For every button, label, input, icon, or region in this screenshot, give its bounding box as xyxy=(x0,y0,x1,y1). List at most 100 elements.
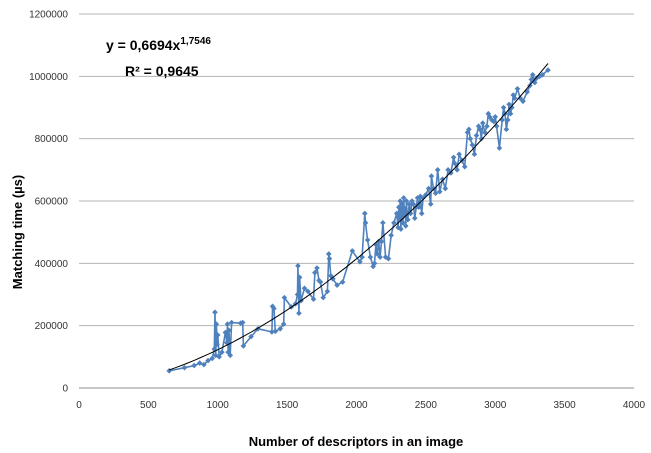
data-point xyxy=(393,210,400,217)
data-point xyxy=(445,167,451,173)
data-point xyxy=(212,309,218,316)
data-point xyxy=(484,123,490,129)
trendline xyxy=(169,63,549,371)
data-point xyxy=(418,210,425,217)
data-point xyxy=(477,126,483,133)
data-point xyxy=(539,71,546,78)
data-point xyxy=(317,279,324,285)
data-point xyxy=(511,95,518,101)
data-point xyxy=(330,276,336,282)
data-point xyxy=(222,329,229,336)
data-point xyxy=(504,117,511,123)
data-point xyxy=(406,201,413,207)
data-point xyxy=(214,332,221,338)
x-tick-label: 3500 xyxy=(554,400,577,411)
data-point xyxy=(225,349,231,355)
trendline-exponent: 1,7546 xyxy=(180,36,211,47)
data-point xyxy=(528,76,535,83)
data-point xyxy=(507,110,514,117)
x-tick-label: 3000 xyxy=(484,400,507,411)
data-point xyxy=(430,185,437,192)
x-tick-label: 2000 xyxy=(345,400,368,411)
x-tick-label: 2500 xyxy=(415,400,438,411)
data-point xyxy=(277,325,283,332)
data-point xyxy=(357,258,363,265)
data-point xyxy=(454,167,460,173)
data-point xyxy=(396,204,402,211)
data-point xyxy=(398,226,404,232)
y-tick-labels: 0 200000 400000 600000 800000 1000000 1200000 xyxy=(29,10,68,395)
data-point xyxy=(296,310,302,316)
data-point xyxy=(239,319,246,326)
data-point xyxy=(469,142,476,148)
data-point xyxy=(201,361,207,368)
data-point xyxy=(479,120,486,126)
data-point xyxy=(205,357,211,364)
data-point xyxy=(466,126,472,133)
y-tick-label: 1200000 xyxy=(29,10,68,21)
data-point xyxy=(281,294,288,301)
data-point xyxy=(503,126,510,133)
data-point xyxy=(191,362,197,369)
trendline-equation: y = 0,6694x1,7546 xyxy=(106,36,211,53)
data-point xyxy=(403,198,410,204)
data-point xyxy=(416,204,422,211)
data-point xyxy=(399,201,406,207)
data-point xyxy=(269,329,275,335)
data-point xyxy=(380,220,386,226)
x-tick-label: 1500 xyxy=(276,400,299,411)
data-point xyxy=(359,254,365,260)
data-point xyxy=(296,274,303,281)
data-point xyxy=(328,273,334,279)
data-point xyxy=(214,341,220,348)
data-point xyxy=(211,346,218,352)
data-point xyxy=(301,285,308,292)
data-point xyxy=(219,349,225,355)
data-point xyxy=(370,263,376,270)
data-point xyxy=(436,188,443,195)
data-point xyxy=(461,163,468,170)
data-point xyxy=(248,333,254,340)
data-point xyxy=(464,129,471,136)
data-point xyxy=(491,118,497,125)
data-point xyxy=(402,205,408,212)
data-point xyxy=(514,86,521,92)
data-point xyxy=(325,251,332,257)
data-point xyxy=(405,216,411,223)
data-point xyxy=(377,254,383,260)
data-point xyxy=(388,232,394,239)
data-point xyxy=(448,170,454,176)
y-tick-label: 400000 xyxy=(35,259,69,270)
data-point xyxy=(492,114,499,120)
data-point xyxy=(326,255,333,262)
data-point xyxy=(545,67,551,73)
y-tick-label: 1000000 xyxy=(29,72,68,83)
data-point xyxy=(227,352,234,359)
data-point xyxy=(223,340,230,346)
data-point xyxy=(442,185,449,192)
y-tick-label: 800000 xyxy=(35,134,69,145)
data-point xyxy=(391,220,397,226)
data-point xyxy=(456,151,462,158)
data-point xyxy=(280,321,287,327)
data-point xyxy=(367,254,374,260)
data-point xyxy=(534,75,540,81)
data-point xyxy=(226,327,232,334)
x-tick-labels: 0 500 1000 1500 2000 2500 3000 3500 4000 xyxy=(76,400,645,411)
x-tick-label: 4000 xyxy=(623,400,646,411)
data-point xyxy=(482,129,488,136)
data-point xyxy=(374,251,381,257)
data-point xyxy=(529,71,536,78)
data-point xyxy=(294,291,301,298)
data-point xyxy=(434,167,441,173)
data-point xyxy=(255,325,261,332)
data-point xyxy=(411,215,418,221)
data-point xyxy=(271,305,277,312)
data-point xyxy=(314,265,320,271)
data-point xyxy=(410,201,417,207)
data-point xyxy=(396,215,403,221)
r-squared-label: R² = 0,9645 xyxy=(125,63,199,79)
data-series xyxy=(166,67,551,374)
